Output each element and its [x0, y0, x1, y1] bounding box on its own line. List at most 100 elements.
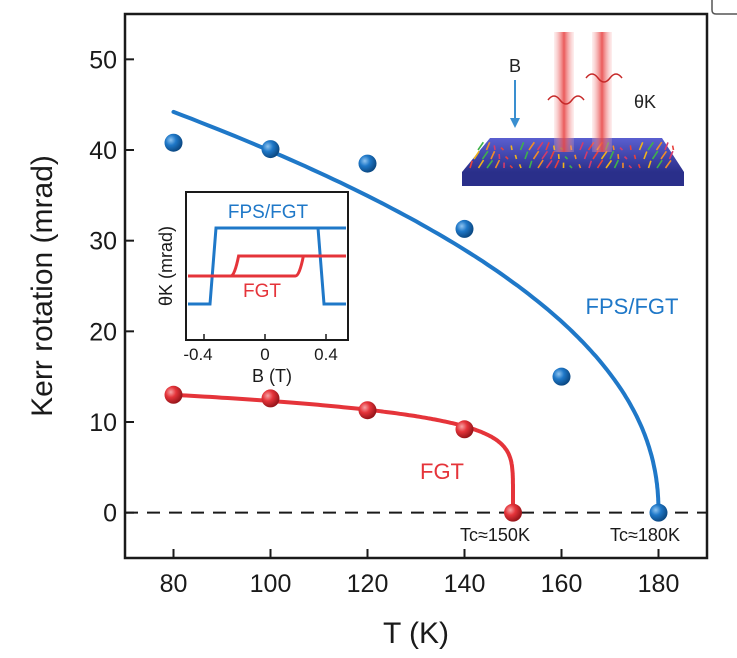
spin-arrow	[655, 141, 663, 151]
sample-slab-top	[462, 138, 684, 172]
spin-arrow	[656, 159, 663, 169]
fgt-hysteresis-loop	[188, 254, 346, 278]
spin-arrow	[628, 164, 633, 169]
fgt-series-label: FGT	[420, 459, 464, 484]
fgt-data-point	[504, 503, 522, 522]
inset-y-axis-title: θK (mrad)	[156, 226, 176, 306]
spin-arrow	[493, 145, 496, 151]
inset-x-axis-title: B (T)	[252, 366, 292, 386]
spin-arrow	[619, 147, 624, 151]
spin-arrow	[623, 156, 628, 160]
spin-arrow	[660, 150, 668, 160]
spin-arrow	[473, 150, 480, 160]
spin-arrow	[541, 150, 549, 160]
spin-arrow	[643, 151, 648, 160]
fgt-data-point	[261, 389, 280, 408]
spin-arrow	[569, 164, 573, 169]
y-tick-label: 20	[89, 318, 117, 346]
rotation-label: θK	[634, 92, 656, 112]
inset-x-tick-label: 0	[260, 345, 269, 364]
y-tick-label: 10	[89, 409, 117, 437]
fps-fgt-hysteresis-loop	[188, 226, 346, 306]
y-tick-label: 0	[103, 500, 117, 528]
spin-arrow	[518, 163, 522, 169]
x-tick-label: 160	[541, 570, 583, 598]
spin-arrow	[500, 147, 505, 151]
field-label: B	[509, 56, 521, 76]
y-tick-label: 30	[89, 228, 117, 256]
inset-x-ticks	[203, 334, 327, 340]
fps-fgt-data-point	[455, 219, 474, 238]
x-axis: 80 100 120 140 160 180	[160, 549, 680, 598]
y-tick-label: 40	[89, 137, 117, 165]
spin-arrow	[528, 141, 535, 151]
spin-arrow	[638, 141, 644, 151]
spin-texture	[469, 141, 675, 169]
spin-arrow	[647, 141, 655, 151]
plot-frame	[123, 12, 709, 560]
spin-arrow	[588, 160, 593, 169]
fgt-data-point	[164, 385, 183, 404]
spin-arrow	[532, 150, 540, 160]
spin-arrow	[509, 164, 514, 169]
fps-fgt-fit-curve	[171, 109, 661, 515]
hysteresis-inset: -0.4 0 0.4 B (T) θK (mrad) FPS/FGT FGT	[156, 191, 349, 386]
sample-slab-side	[462, 172, 684, 186]
y-tick-label: 50	[89, 46, 117, 74]
spin-arrow	[651, 150, 659, 160]
spin-arrow	[490, 150, 496, 160]
inset-legend-fgt: FGT	[243, 281, 281, 302]
spin-arrow	[613, 159, 620, 169]
spin-arrow	[596, 159, 604, 169]
spin-arrow	[477, 159, 485, 169]
spin-arrow	[545, 159, 553, 169]
spin-arrow	[545, 142, 550, 151]
fps-fgt-data-point	[552, 367, 571, 386]
y-axis-title: Kerr rotation (mrad)	[26, 155, 59, 417]
field-arrow-head	[510, 118, 520, 128]
spin-arrow	[664, 159, 672, 169]
fps-fgt-data-point	[164, 133, 183, 152]
data-points	[164, 133, 668, 522]
fps-fgt-data-point	[358, 154, 377, 173]
x-axis-title: T (K)	[383, 617, 449, 650]
spin-arrow	[486, 159, 494, 169]
spin-arrow	[504, 156, 509, 160]
spin-arrow	[583, 151, 589, 160]
spin-arrow	[633, 154, 637, 160]
spin-arrow	[537, 159, 544, 169]
spin-arrow	[668, 150, 674, 160]
spin-arrow	[510, 145, 513, 151]
spin-arrow	[481, 150, 489, 160]
x-tick-label: 180	[638, 570, 680, 598]
spin-arrow	[578, 163, 582, 169]
x-tick-label: 100	[250, 570, 292, 598]
spin-arrow	[637, 163, 641, 169]
spin-arrow	[564, 156, 569, 160]
inset-x-tick-label: 0.4	[314, 345, 338, 364]
spin-arrow	[579, 142, 584, 151]
spin-arrow	[549, 150, 555, 160]
corner-fragment	[711, 0, 737, 15]
spin-arrow	[574, 154, 577, 160]
reflected-wave	[585, 73, 623, 83]
fgt-data-point	[455, 420, 474, 439]
spin-arrow	[629, 145, 632, 151]
reflected-beam	[592, 32, 612, 152]
spin-arrow	[494, 159, 501, 169]
spin-arrow	[514, 154, 518, 160]
inset-x-tick-label: -0.4	[183, 345, 212, 364]
fgt-fit-curve	[171, 392, 515, 515]
x-tick-label: 140	[444, 570, 486, 598]
x-tick-label: 80	[160, 570, 188, 598]
incident-wave	[547, 95, 585, 105]
incident-beam	[554, 32, 574, 152]
spin-arrow	[485, 142, 491, 151]
inset-legend-fps-fgt: FPS/FGT	[228, 202, 309, 223]
tc-fgt-label: Tc≈150K	[460, 525, 530, 545]
spin-arrow	[592, 150, 599, 160]
spin-arrow	[469, 160, 473, 169]
spin-arrow	[671, 145, 675, 151]
spin-arrow	[664, 142, 669, 151]
fps-fgt-series-label: FPS/FGT	[586, 294, 679, 319]
